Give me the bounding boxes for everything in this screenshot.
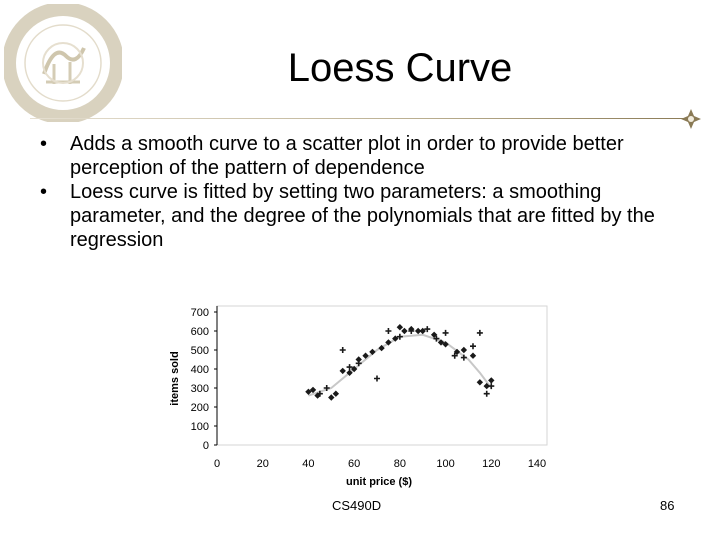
- data-point-plus: [460, 354, 467, 361]
- x-tick-label: 60: [348, 458, 360, 470]
- data-point-plus: [346, 364, 353, 371]
- y-tick-label: 100: [191, 421, 209, 433]
- data-point-plus: [451, 352, 458, 359]
- slide-title: Loess Curve: [287, 46, 513, 90]
- bullet-item: • Loess curve is fitted by setting two p…: [40, 180, 690, 252]
- data-point-plus: [408, 328, 415, 334]
- x-tick-label: 40: [302, 458, 314, 470]
- loess-scatter-chart: 0 100 200 300 400 500 600 700 0 20 40 60 80 100 120 140…: [169, 305, 548, 488]
- data-point-diamond: [453, 348, 461, 356]
- data-point-plus: [374, 375, 380, 382]
- data-point-plus: [424, 326, 431, 333]
- data-point-plus: [433, 335, 440, 342]
- bullet-text: Adds a smooth curve to a scatter plot in…: [70, 133, 624, 179]
- data-point-diamond: [414, 327, 422, 335]
- data-point-plus: [339, 347, 346, 353]
- data-point-diamond: [488, 377, 495, 384]
- data-point-diamond: [332, 390, 340, 397]
- title-divider: [30, 118, 695, 119]
- page-number: 86: [660, 498, 675, 513]
- bullet-item: • Adds a smooth curve to a scatter plot …: [40, 132, 690, 180]
- bullet-marker: •: [40, 133, 48, 155]
- data-point-plus: [316, 390, 323, 397]
- x-axis-label: unit price ($): [346, 476, 412, 488]
- data-point-plus: [470, 343, 476, 350]
- data-point-diamond: [401, 327, 408, 335]
- bullet-marker: •: [40, 181, 48, 203]
- data-point-diamond: [396, 324, 404, 331]
- plot-frame: [216, 305, 548, 446]
- data-point-plus: [488, 383, 495, 390]
- y-tick-label: 500: [191, 345, 209, 357]
- data-point-plus: [483, 390, 490, 397]
- y-tick-label: 700: [191, 307, 209, 319]
- data-point-plus: [355, 360, 362, 367]
- data-point-diamond: [305, 388, 312, 395]
- data-point-diamond: [430, 331, 438, 338]
- data-point-diamond: [437, 339, 445, 346]
- data-point-diamond: [346, 369, 353, 376]
- ornament-icon: [681, 109, 701, 129]
- bullet-list: • Adds a smooth curve to a scatter plot …: [40, 132, 690, 252]
- x-tick-label: 120: [482, 458, 500, 470]
- data-point-diamond: [369, 348, 376, 356]
- data-point-plus: [476, 329, 483, 336]
- x-tick-label: 140: [528, 458, 546, 470]
- x-tick-label: 80: [394, 458, 406, 470]
- data-point-diamond: [442, 341, 449, 348]
- data-point-diamond: [476, 379, 484, 386]
- data-point-plus: [385, 328, 392, 334]
- data-point-plus: [323, 385, 330, 391]
- y-tick-label: 200: [191, 402, 209, 414]
- x-tick-label: 20: [257, 458, 269, 470]
- x-tick-label: 0: [214, 458, 220, 470]
- data-point-diamond: [385, 339, 392, 346]
- data-point-diamond: [378, 344, 385, 352]
- data-point-diamond: [328, 394, 335, 401]
- data-point-diamond: [483, 382, 490, 390]
- y-tick-label: 400: [191, 364, 209, 376]
- data-point-diamond: [309, 386, 317, 394]
- y-tick-label: 600: [191, 326, 209, 338]
- data-point-plus: [442, 329, 449, 336]
- loess-curve: [308, 333, 493, 397]
- data-point-plus: [396, 333, 403, 340]
- data-point-diamond: [339, 367, 346, 375]
- y-axis-label: items sold: [169, 351, 181, 405]
- y-tick-label: 300: [191, 383, 209, 395]
- university-seal-icon: [4, 4, 122, 122]
- data-point-diamond: [469, 352, 477, 359]
- data-point-diamond: [355, 356, 362, 363]
- x-tick-label: 100: [436, 458, 454, 470]
- bullet-text: Loess curve is fitted by setting two par…: [70, 181, 655, 251]
- footer-course-code: CS490D: [332, 498, 382, 513]
- data-point-diamond: [460, 346, 468, 354]
- data-point-diamond: [362, 352, 369, 359]
- y-tick-label: 0: [203, 440, 209, 452]
